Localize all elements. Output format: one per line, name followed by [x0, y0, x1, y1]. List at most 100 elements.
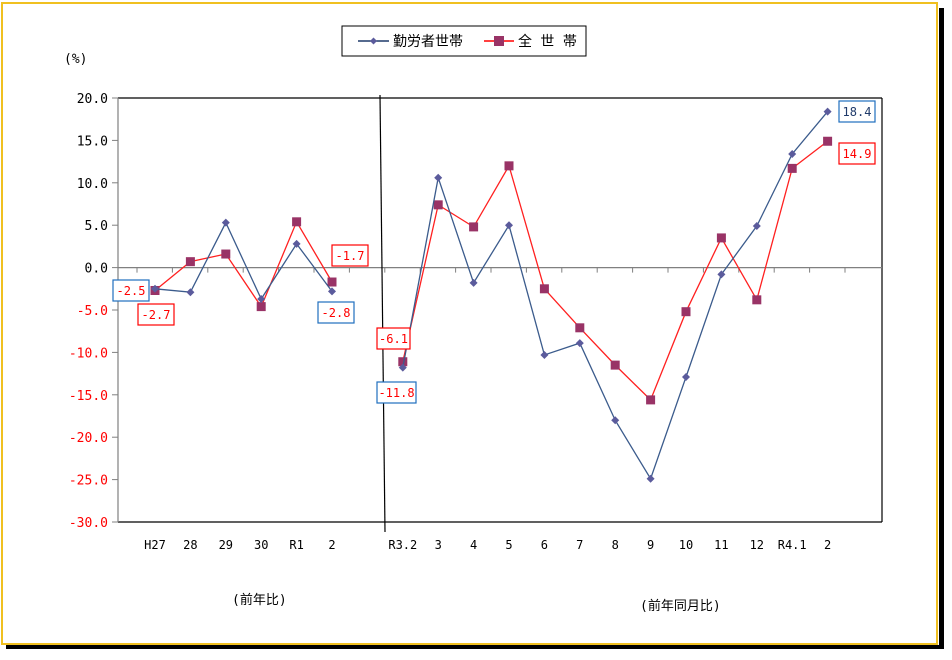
series-group [150, 107, 833, 483]
data-label: 18.4 [843, 105, 872, 119]
data-label-box [376, 381, 417, 404]
x-tick-label: 5 [505, 538, 512, 552]
legend: 勤労者世帯 全 世 帯 [341, 25, 587, 57]
diamond-marker-icon [398, 363, 407, 372]
legend-label-workers: 勤労者世帯 [393, 34, 463, 50]
square-marker-icon [292, 217, 302, 227]
diamond-marker-icon [328, 287, 336, 296]
x-tick-label: 12 [750, 538, 764, 552]
x-tick-label: 8 [612, 538, 619, 552]
data-labels: -2.5 -2.7 -1.7 -2.8 -6.1 -11.8 18.4 14.9 [112, 100, 876, 404]
diamond-marker-icon [257, 294, 266, 303]
x-tick-label: 9 [647, 538, 654, 552]
y-tick-label: -30.0 [69, 516, 108, 531]
diamond-marker-icon [292, 239, 301, 248]
diamond-marker-icon [505, 221, 513, 230]
y-axis-unit: (%) [64, 52, 87, 67]
diamond-marker-icon [717, 270, 726, 279]
x-tick-label: 28 [183, 538, 197, 552]
y-tick-label: 15.0 [77, 134, 108, 149]
diamond-marker-icon [151, 284, 159, 293]
x-tick-label: H27 [144, 538, 166, 552]
square-marker-icon [681, 307, 691, 317]
diamond-marker-icon [646, 474, 655, 483]
y-tick-label: 10.0 [77, 177, 108, 192]
section-divider [379, 94, 386, 533]
x-tick-label: 7 [576, 538, 583, 552]
x-tick-label: 29 [219, 538, 233, 552]
data-label-box [137, 303, 175, 326]
x-tick-label: 6 [541, 538, 548, 552]
x-tick-label: R3.2 [388, 538, 417, 552]
x-tick-label: 4 [470, 538, 477, 552]
x-tick-label: R4.1 [778, 538, 807, 552]
y-axis: 20.0 15.0 10.0 5.0 0.0 -5.0 -10.0 -15.0 -20.0 -25… [69, 92, 118, 531]
series-line [154, 221, 333, 301]
data-label: 14.9 [843, 147, 872, 161]
diamond-marker-icon [682, 372, 690, 381]
data-label-box [838, 100, 876, 123]
x-tick-label: 11 [714, 538, 728, 552]
diamond-marker-icon [540, 350, 549, 359]
legend-label-all-households: 全 世 帯 [518, 33, 577, 50]
square-marker-icon [494, 36, 504, 46]
square-marker-icon [398, 357, 408, 367]
x-tick-label: R1 [289, 538, 303, 552]
data-label-box [838, 142, 876, 165]
data-label: -2.5 [117, 284, 146, 298]
x-tick-label: 2 [328, 538, 335, 552]
square-marker-icon [575, 323, 585, 333]
square-marker-icon [823, 136, 833, 146]
data-label-box [112, 279, 150, 302]
diamond-marker-icon [752, 222, 761, 231]
y-tick-label: 20.0 [77, 92, 108, 107]
diamond-marker-icon [434, 173, 443, 182]
x-tick-label: 10 [679, 538, 693, 552]
x-tick-label: 2 [824, 538, 831, 552]
diamond-marker-icon [221, 218, 230, 227]
square-marker-icon [539, 284, 549, 294]
x-tick-label: 30 [254, 538, 268, 552]
data-label-box [317, 301, 355, 324]
frame-shadow-bottom [6, 645, 944, 649]
plot-area [117, 97, 883, 523]
diamond-marker-icon [469, 278, 478, 287]
data-label-box [376, 327, 411, 350]
square-marker-icon [610, 360, 620, 370]
y-tick-label: 0.0 [85, 262, 108, 277]
data-label: -11.8 [378, 386, 414, 400]
y-tick-label: 5.0 [85, 219, 108, 234]
series-line [154, 220, 333, 308]
square-marker-icon [469, 222, 479, 232]
square-marker-icon [752, 295, 762, 305]
square-marker-icon [787, 163, 797, 173]
square-marker-icon [221, 249, 231, 259]
frame-shadow-right [939, 8, 944, 649]
y-tick-label: -5.0 [77, 304, 108, 319]
data-label: -2.7 [142, 308, 171, 322]
data-label-box [331, 244, 369, 267]
x-axis: H27 28 29 30 R1 2 R3.2 3 4 5 6 7 8 9 10 11 12 R4.1 2 [118, 267, 882, 552]
square-marker-icon [327, 277, 337, 287]
diamond-marker-icon [370, 37, 377, 45]
data-label: -1.7 [336, 249, 365, 263]
section-label-annual: (前年比) [232, 592, 287, 608]
y-tick-label: -20.0 [69, 431, 108, 446]
diamond-marker-icon [823, 107, 832, 116]
square-marker-icon [646, 395, 656, 405]
diamond-marker-icon [788, 149, 797, 158]
square-marker-icon [433, 200, 443, 210]
diamond-marker-icon [186, 288, 195, 297]
data-label: -6.1 [379, 332, 408, 346]
square-marker-icon [256, 302, 266, 312]
x-tick-label: 3 [435, 538, 442, 552]
diamond-marker-icon [575, 339, 584, 348]
y-tick-label: -10.0 [69, 346, 108, 361]
diamond-marker-icon [611, 416, 620, 425]
square-marker-icon [716, 233, 726, 243]
square-marker-icon [504, 161, 514, 171]
data-label: -2.8 [322, 306, 351, 320]
section-label-monthly: (前年同月比) [640, 598, 721, 614]
square-marker-icon [185, 257, 195, 267]
